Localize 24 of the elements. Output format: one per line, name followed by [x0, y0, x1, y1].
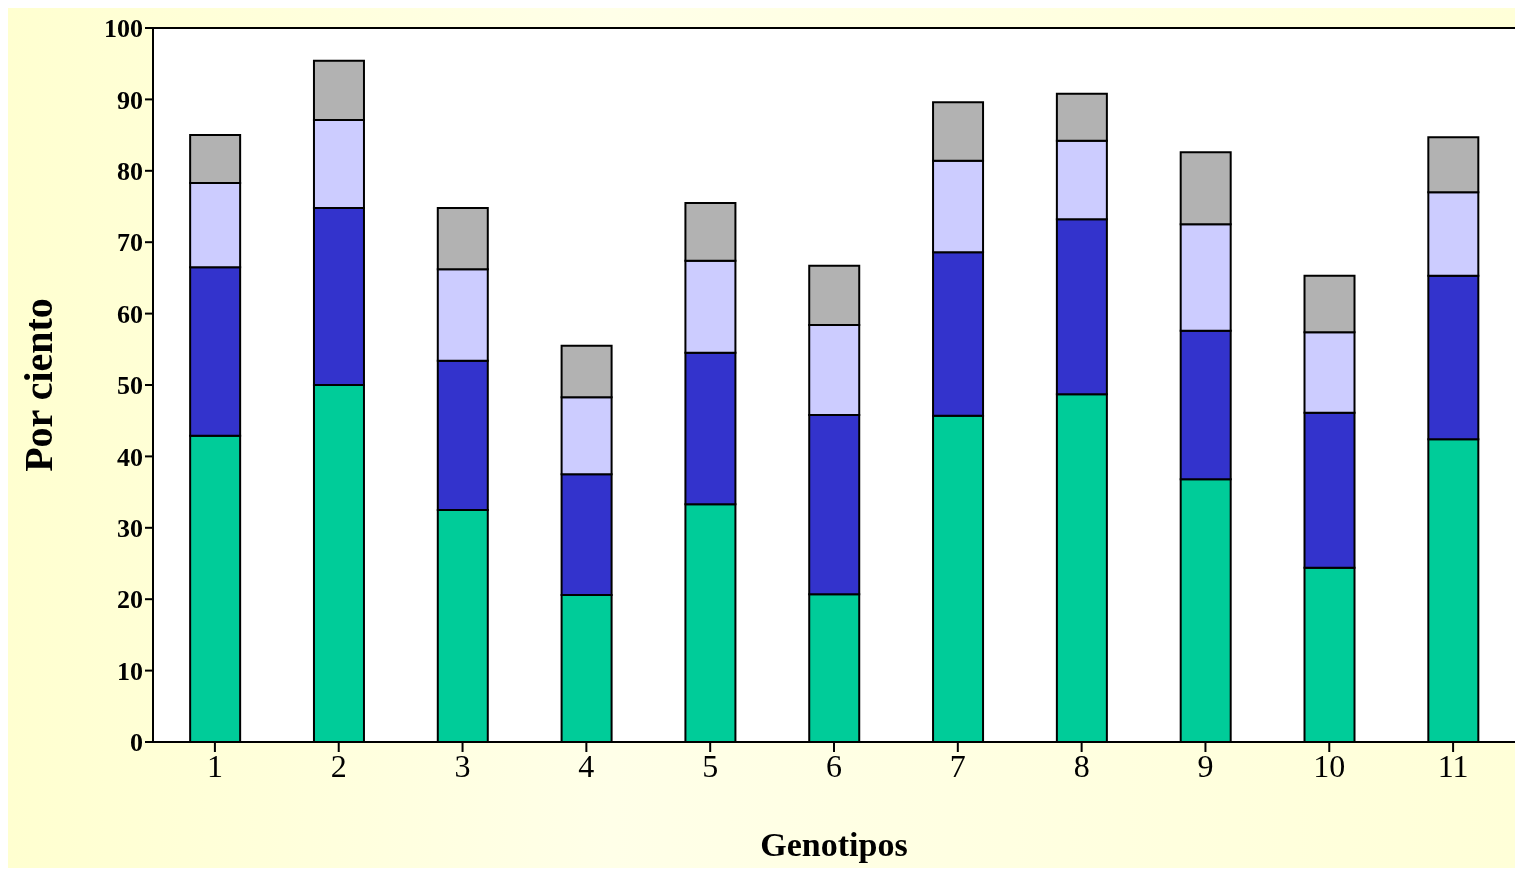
x-tick-label: 4 [578, 747, 595, 784]
y-tick-label: 30 [117, 514, 143, 544]
x-tick-label: 8 [1073, 747, 1090, 784]
y-tick-label: 50 [117, 371, 143, 401]
x-tick-label: 6 [826, 747, 842, 784]
x-tick-label: 11 [1437, 747, 1469, 784]
y-tick-label: 10 [117, 656, 143, 686]
y-tick-label: 20 [117, 585, 143, 615]
x-tick-label: 3 [454, 747, 471, 784]
y-tick-label: 100 [104, 14, 143, 44]
y-tick-label: 60 [117, 299, 143, 329]
y-tick-label: 0 [130, 728, 143, 758]
x-tick-label: 9 [1197, 747, 1214, 784]
x-tick-label: 5 [702, 747, 719, 784]
y-tick-label: 90 [117, 85, 143, 115]
x-tick-label: 2 [330, 747, 347, 784]
y-tick-label: 40 [117, 442, 143, 472]
x-tick-label: 1 [206, 747, 223, 784]
y-axis-title: Por ciento [16, 298, 61, 472]
y-tick-label: 70 [117, 228, 143, 258]
x-axis-title: Genotipos [760, 826, 908, 863]
y-tick-label: 80 [117, 157, 143, 187]
x-tick-label: 7 [949, 747, 966, 784]
x-tick-label: 10 [1313, 747, 1346, 784]
